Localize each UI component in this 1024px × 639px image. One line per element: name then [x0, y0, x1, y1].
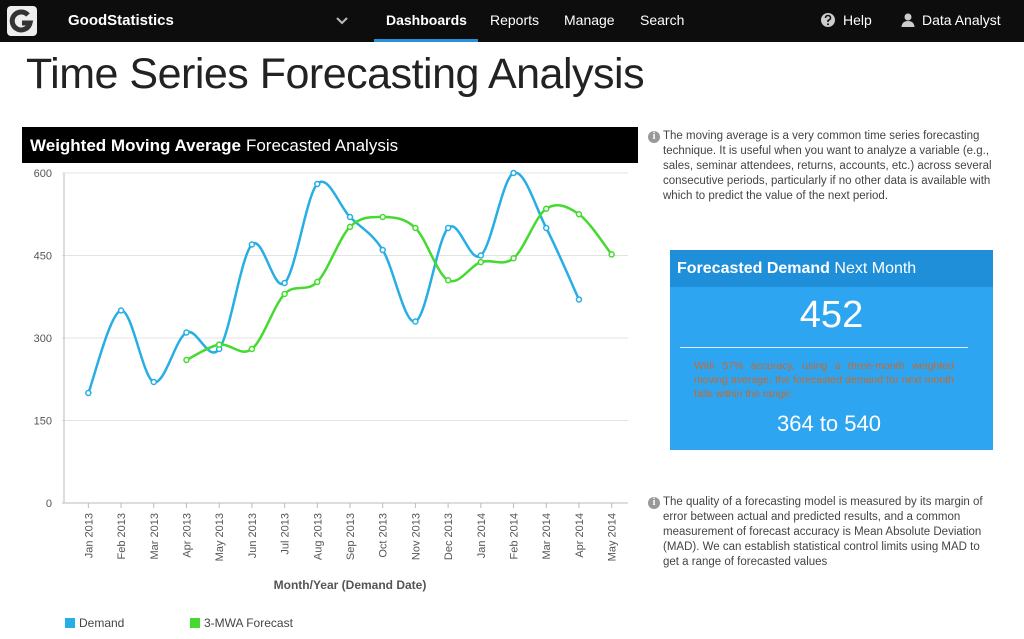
- data-point: [510, 255, 517, 262]
- data-point: [542, 205, 550, 212]
- data-point: [444, 224, 452, 232]
- nav-bar: GoodStatistics Dashboards Reports Manage…: [0, 0, 1024, 42]
- data-point: [314, 278, 321, 286]
- series-line: [87, 171, 581, 394]
- data-point: [183, 356, 190, 364]
- x-axis-title: Month/Year (Demand Date): [274, 578, 427, 592]
- panel-header: Forecasted Demand Next Month: [670, 250, 993, 287]
- logo[interactable]: [6, 5, 40, 37]
- brand[interactable]: GoodStatistics: [68, 12, 174, 29]
- data-point: [575, 211, 583, 218]
- x-tick-label: Jan 2013: [83, 513, 95, 558]
- data-point: [215, 341, 223, 348]
- x-tick-label: Dec 2013: [443, 513, 455, 560]
- x-tick-label: Nov 2013: [410, 513, 422, 560]
- data-point: [281, 279, 288, 287]
- data-point: [346, 213, 354, 221]
- data-point: [248, 345, 256, 353]
- data-point: [510, 169, 517, 177]
- forecast-note: With 57% accuracy, using a three-month w…: [694, 360, 954, 400]
- forecast-value: 452: [799, 294, 864, 336]
- y-tick-label: 150: [34, 416, 52, 428]
- series-line: [185, 204, 613, 362]
- data-point: [542, 224, 550, 232]
- x-tick-label: Sep 2013: [345, 513, 357, 560]
- data-point: [281, 290, 288, 298]
- data-point: [248, 241, 256, 248]
- x-tick-label: Jan 2014: [476, 513, 488, 558]
- forecast-range: 364 to 540: [777, 411, 881, 436]
- panel-title: Forecasted Demand: [677, 260, 830, 277]
- help-link[interactable]: Help: [843, 12, 872, 28]
- x-tick-label: Jul 2013: [280, 513, 292, 555]
- nav-item[interactable]: Search: [640, 12, 685, 28]
- data-point: [608, 251, 615, 258]
- data-point: [575, 296, 583, 303]
- data-point: [444, 277, 452, 284]
- data-point: [477, 258, 485, 266]
- info-text: The moving average is a very common time…: [663, 130, 992, 202]
- x-tick-label: Mar 2014: [541, 513, 553, 559]
- y-tick-label: 600: [34, 168, 52, 180]
- y-tick-label: 300: [34, 333, 52, 345]
- data-point: [412, 318, 419, 325]
- info-icon: i: [648, 497, 660, 509]
- data-point: [117, 307, 125, 314]
- data-point: [85, 389, 92, 397]
- x-tick-label: Apr 2014: [574, 513, 586, 558]
- page-title: Time Series Forecasting Analysis: [26, 50, 645, 98]
- chart-subtitle: Forecasted Analysis: [246, 136, 398, 155]
- active-indicator: [374, 39, 478, 42]
- y-tick-label: 0: [46, 498, 52, 510]
- help-icon[interactable]: [820, 12, 836, 28]
- legend-label: 3-MWA Forecast: [204, 616, 294, 630]
- data-point: [150, 378, 158, 386]
- legend-label: Demand: [79, 616, 124, 630]
- data-point: [183, 329, 190, 336]
- user-icon[interactable]: [900, 12, 916, 28]
- data-point: [314, 180, 321, 188]
- divider: [680, 347, 968, 348]
- chart-title: Weighted Moving Average Forecasted Analys…: [30, 136, 398, 155]
- chart-title-bar: [22, 127, 638, 163]
- legend-swatch: [190, 618, 200, 628]
- x-tick-label: Apr 2013: [181, 513, 193, 558]
- info-text: The quality of a forecasting model is me…: [663, 496, 983, 568]
- user-menu[interactable]: Data Analyst: [922, 12, 1001, 28]
- x-tick-label: Oct 2013: [378, 513, 390, 558]
- brand-dropdown[interactable]: [335, 15, 349, 27]
- x-tick-label: May 2013: [214, 513, 226, 561]
- x-tick-label: Feb 2013: [116, 513, 128, 559]
- nav-item[interactable]: Dashboards: [386, 12, 467, 28]
- chart: Weighted Moving Average Forecasted Analys…: [22, 127, 638, 630]
- x-tick-label: Aug 2013: [312, 513, 324, 560]
- info-icon: i: [648, 131, 660, 143]
- nav-item[interactable]: Reports: [490, 12, 540, 28]
- x-tick-label: Mar 2013: [149, 513, 161, 559]
- data-point: [412, 224, 419, 232]
- data-point: [346, 223, 354, 231]
- data-point: [379, 213, 386, 221]
- x-tick-label: May 2014: [607, 513, 619, 561]
- x-tick-label: Feb 2014: [509, 513, 521, 559]
- y-tick-label: 450: [34, 251, 52, 263]
- data-point: [379, 246, 386, 254]
- nav-item[interactable]: Manage: [564, 12, 615, 28]
- forecast-panel: Forecasted Demand Next Month 452 With 57…: [670, 250, 993, 450]
- panel-subtitle: Next Month: [834, 260, 917, 277]
- legend-swatch: [65, 618, 75, 628]
- chart-title-main: Weighted Moving Average: [30, 136, 241, 155]
- x-tick-label: Jun 2013: [247, 513, 259, 558]
- data-point: [477, 252, 485, 259]
